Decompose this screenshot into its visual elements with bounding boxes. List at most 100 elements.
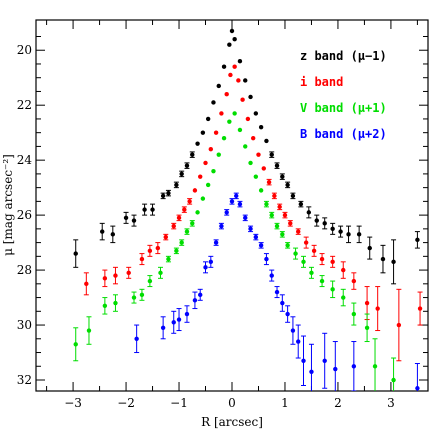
data-point [258, 243, 264, 248]
x-tick-label: 2 [334, 396, 342, 410]
data-point [264, 201, 269, 207]
data-point [364, 325, 370, 330]
data-point [147, 248, 153, 254]
data-point [237, 59, 243, 64]
data-point [192, 298, 198, 303]
data-point [192, 188, 198, 193]
data-point [200, 130, 206, 135]
data-point [131, 218, 137, 223]
data-point [182, 207, 187, 212]
legend-entry: i band [300, 75, 343, 89]
series-1 [83, 64, 423, 362]
data-point [195, 141, 200, 146]
data-point [166, 256, 171, 262]
data-point [179, 240, 184, 245]
data-point [417, 306, 423, 311]
data-point [330, 287, 335, 292]
x-tick-label: 3 [387, 396, 395, 410]
data-point [131, 295, 137, 300]
data-point [213, 240, 219, 245]
x-tick-label: 0 [228, 396, 236, 410]
axis-ticks: −3 −2 −1 0 1 2 3 20 22 24 26 28 30 32 [17, 20, 428, 410]
data-point [102, 276, 108, 281]
data-point [319, 278, 325, 284]
x-tick-label: 1 [281, 396, 289, 410]
data-point [221, 135, 227, 141]
data-point [277, 204, 282, 210]
data-point [274, 289, 280, 295]
data-point [73, 251, 78, 256]
data-point [319, 256, 325, 262]
data-point [250, 135, 256, 141]
data-point [184, 229, 190, 234]
data-point [232, 111, 237, 116]
data-point [391, 377, 396, 383]
data-point [102, 303, 108, 309]
data-point [341, 295, 346, 300]
data-point [179, 171, 184, 177]
data-point [200, 196, 206, 201]
data-point [234, 193, 239, 199]
data-point [190, 152, 195, 157]
data-point [274, 223, 280, 229]
data-point [216, 83, 221, 89]
data-point [396, 322, 402, 328]
data-point [123, 215, 129, 221]
data-point [221, 64, 227, 69]
data-point [73, 342, 78, 347]
data-point [364, 300, 370, 306]
legend-entry: V band (μ+1) [300, 101, 387, 115]
data-point [306, 210, 312, 215]
y-tick-label: 32 [17, 373, 32, 387]
data-point [203, 265, 208, 270]
data-point [253, 234, 259, 240]
data-point [213, 130, 219, 135]
data-point [351, 311, 357, 317]
data-points [73, 28, 423, 391]
data-point [258, 124, 264, 130]
data-point [314, 218, 319, 223]
data-point [224, 210, 229, 215]
data-point [243, 144, 248, 149]
data-point [269, 152, 274, 157]
data-point [190, 221, 195, 226]
data-point [240, 97, 245, 102]
data-point [160, 193, 166, 199]
series-0 [73, 28, 420, 285]
data-point [280, 174, 285, 179]
data-point [375, 306, 380, 311]
data-point [176, 215, 182, 221]
data-point [203, 160, 208, 166]
x-tick-label: −3 [64, 396, 82, 410]
data-point [110, 232, 116, 237]
data-point [298, 201, 304, 207]
y-tick-label: 28 [17, 263, 32, 277]
data-point [322, 221, 327, 226]
data-point [269, 273, 274, 278]
data-point [296, 229, 301, 234]
data-point [237, 201, 243, 207]
data-point [100, 229, 105, 234]
y-tick-label: 30 [17, 318, 32, 332]
data-point [322, 358, 327, 363]
data-point [338, 229, 343, 234]
data-point [248, 226, 253, 232]
data-point [163, 234, 168, 240]
data-point [290, 193, 296, 199]
data-point [346, 232, 351, 237]
data-point [224, 92, 229, 97]
data-point [285, 243, 290, 248]
data-point [139, 256, 145, 262]
data-point [351, 364, 357, 369]
data-point [272, 193, 277, 199]
data-point [290, 328, 296, 333]
data-point [219, 111, 224, 116]
data-point [176, 317, 182, 322]
legend: z band (μ−1) i band V band (μ+1) B band (μ+… [300, 49, 387, 141]
data-point [264, 256, 269, 262]
data-point [211, 168, 216, 174]
data-point [264, 138, 269, 144]
data-point [256, 152, 261, 157]
legend-entry: B band (μ+2) [300, 127, 387, 141]
data-point [253, 111, 259, 116]
